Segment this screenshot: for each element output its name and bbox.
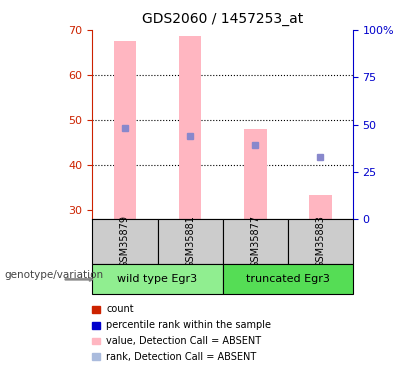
Text: GSM35877: GSM35877 xyxy=(250,215,260,268)
Text: wild type Egr3: wild type Egr3 xyxy=(118,274,197,284)
Text: genotype/variation: genotype/variation xyxy=(4,270,103,279)
Bar xyxy=(178,36,202,219)
Bar xyxy=(92,264,223,294)
Text: GSM35881: GSM35881 xyxy=(185,215,195,268)
Bar xyxy=(113,41,136,219)
Text: percentile rank within the sample: percentile rank within the sample xyxy=(106,320,271,330)
Bar xyxy=(244,129,267,219)
Text: value, Detection Call = ABSENT: value, Detection Call = ABSENT xyxy=(106,336,261,346)
Bar xyxy=(92,219,158,264)
Text: GSM35883: GSM35883 xyxy=(315,215,325,268)
Bar xyxy=(288,219,353,264)
Bar xyxy=(223,264,353,294)
Bar xyxy=(309,195,332,219)
Title: GDS2060 / 1457253_at: GDS2060 / 1457253_at xyxy=(142,12,303,26)
Text: rank, Detection Call = ABSENT: rank, Detection Call = ABSENT xyxy=(106,352,257,362)
Bar xyxy=(223,219,288,264)
Text: GSM35879: GSM35879 xyxy=(120,215,130,268)
Text: count: count xyxy=(106,304,134,314)
Text: truncated Egr3: truncated Egr3 xyxy=(246,274,330,284)
Bar xyxy=(158,219,223,264)
